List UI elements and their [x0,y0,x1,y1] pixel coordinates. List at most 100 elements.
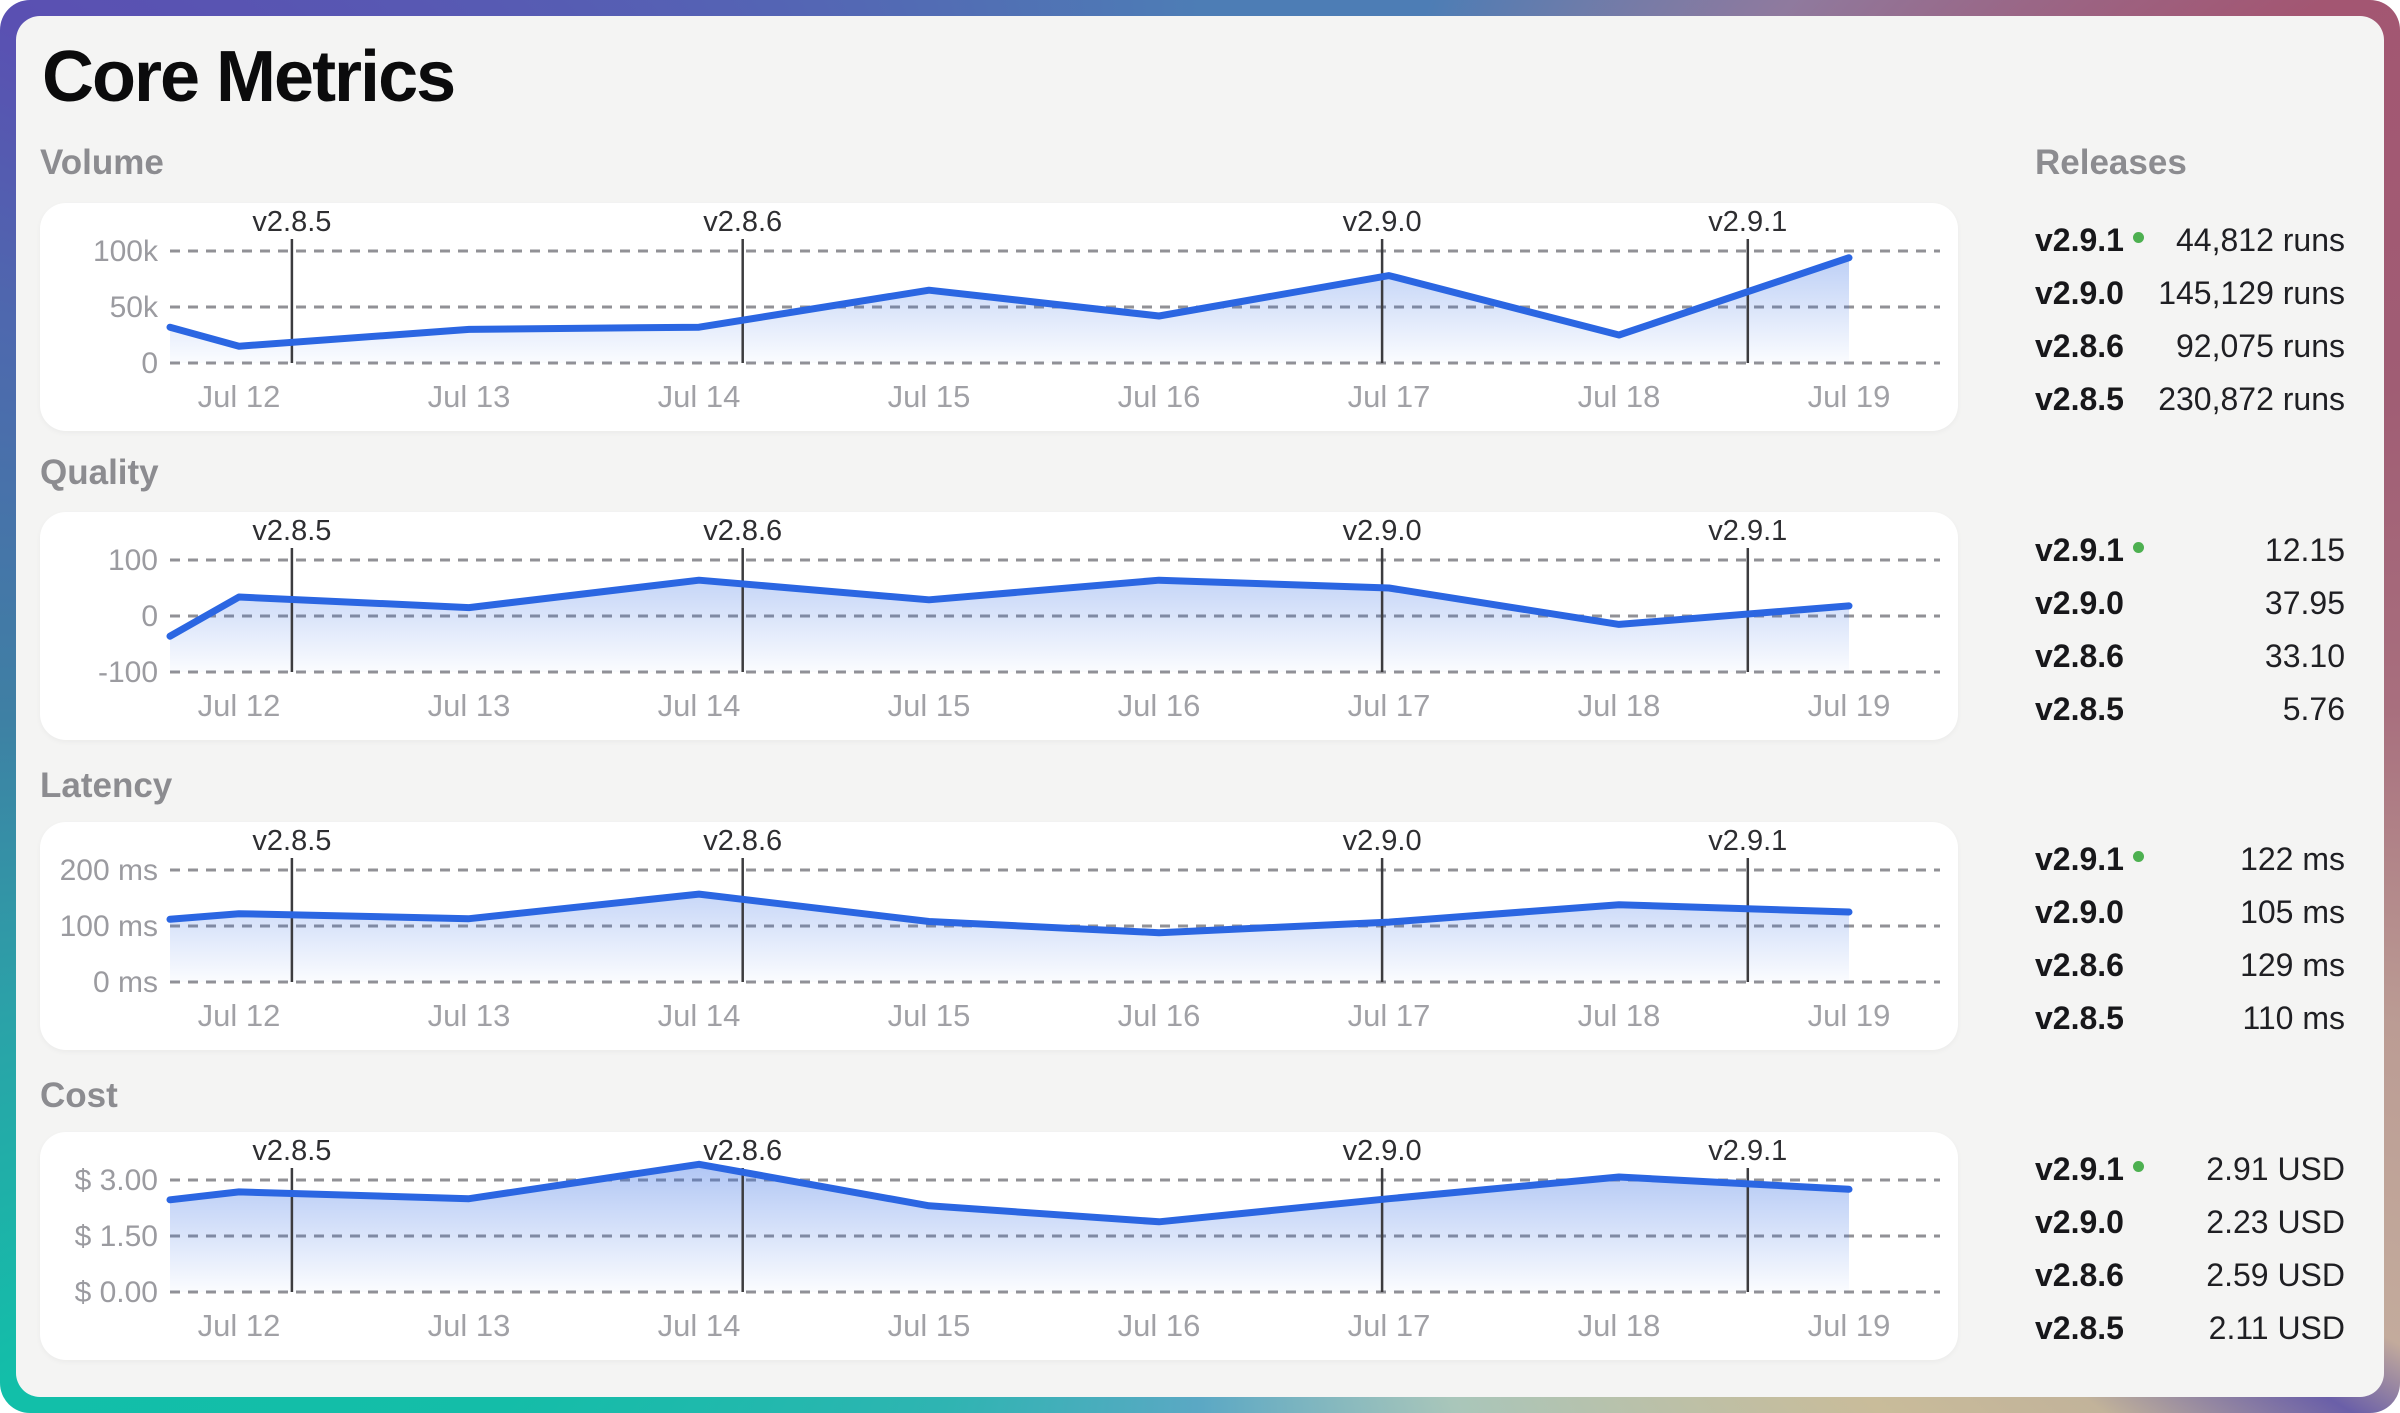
section-label-quality: Quality [40,453,159,492]
release-value: 2.11 USD [2208,1310,2345,1346]
quality-x-axis-labels: Jul 12 Jul 13 Jul 14 Jul 15 Jul 16 Jul 17 Jul … [198,688,1891,723]
release-row: v2.9.1 122 ms [2035,833,2345,886]
release-version: v2.8.6 [2035,638,2124,674]
release-value: 92,075 runs [2175,328,2345,364]
release-version: v2.9.0 [2035,585,2124,621]
svg-text:Jul 18: Jul 18 [1578,998,1661,1033]
cost-y-axis-labels: $ 3.00 $ 1.50 $ 0.00 [75,1164,158,1309]
latency-area-fill [170,894,1849,982]
svg-text:Jul 19: Jul 19 [1808,379,1891,414]
svg-text:Jul 19: Jul 19 [1808,688,1891,723]
release-group-quality: v2.9.1 12.15 v2.9.0 37.95 v2.8.6 33.10 v2.8.5 5… [2035,524,2345,736]
current-release-dot-icon [2132,851,2144,862]
svg-text:Jul 17: Jul 17 [1348,998,1431,1033]
svg-text:Jul 19: Jul 19 [1808,1308,1891,1343]
svg-text:200 ms: 200 ms [60,854,158,887]
svg-text:v2.8.5: v2.8.5 [252,515,331,547]
release-version: v2.9.1 [2035,1151,2144,1188]
svg-text:Jul 12: Jul 12 [198,1308,281,1343]
current-release-dot-icon [2132,232,2144,243]
release-value: 5.76 [2282,691,2345,727]
cost-chart-card: $ 3.00 $ 1.50 $ 0.00 v2.8.5 v2.8.6 v2.9.0 v2.9… [40,1132,1958,1360]
release-version: v2.9.1 [2035,222,2144,259]
release-version: v2.8.6 [2035,947,2124,983]
svg-text:Jul 15: Jul 15 [888,688,971,723]
svg-text:v2.9.1: v2.9.1 [1708,1135,1787,1167]
release-value: 122 ms [2240,841,2345,877]
svg-text:-100: -100 [98,656,158,689]
cost-x-axis-labels: Jul 12 Jul 13 Jul 14 Jul 15 Jul 16 Jul 17 Jul … [198,1308,1891,1343]
svg-text:Jul 19: Jul 19 [1808,998,1891,1033]
latency-x-axis-labels: Jul 12 Jul 13 Jul 14 Jul 15 Jul 16 Jul 17 Jul … [198,998,1891,1033]
volume-x-axis-labels: Jul 12 Jul 13 Jul 14 Jul 15 Jul 16 Jul 17 Jul … [198,379,1891,414]
svg-text:Jul 13: Jul 13 [428,998,511,1033]
releases-header: Releases [2035,143,2187,182]
release-value: 145,129 runs [2158,275,2345,311]
cost-area-fill [170,1164,1849,1292]
svg-text:Jul 14: Jul 14 [658,379,741,414]
release-value: 105 ms [2240,894,2345,930]
release-version: v2.8.6 [2035,328,2124,364]
volume-area-fill [170,257,1849,363]
svg-text:Jul 15: Jul 15 [888,379,971,414]
release-value: 12.15 [2264,532,2345,568]
latency-release-markers: v2.8.5 v2.8.6 v2.9.0 v2.9.1 [252,825,1787,982]
svg-text:$ 1.50: $ 1.50 [75,1220,158,1253]
release-row: v2.9.1 2.91 USD [2035,1143,2345,1196]
release-group-volume: v2.9.1 44,812 runs v2.9.0 145,129 runs v2.8.… [2035,214,2345,426]
release-version: v2.8.5 [2035,1310,2124,1346]
svg-text:v2.8.5: v2.8.5 [252,206,331,238]
svg-text:Jul 13: Jul 13 [428,379,511,414]
release-group-latency: v2.9.1 122 ms v2.9.0 105 ms v2.8.6 129 ms v2.8… [2035,833,2345,1045]
release-version: v2.8.5 [2035,691,2124,727]
release-row: v2.9.0 105 ms [2035,886,2345,939]
release-row: v2.9.0 145,129 runs [2035,267,2345,320]
svg-text:Jul 14: Jul 14 [658,688,741,723]
svg-text:v2.9.0: v2.9.0 [1343,206,1422,238]
svg-text:0 ms: 0 ms [93,966,158,999]
release-value: 129 ms [2240,947,2345,983]
svg-text:100 ms: 100 ms [60,910,158,943]
quality-metric-line [166,576,1853,640]
svg-text:Jul 17: Jul 17 [1348,1308,1431,1343]
release-value: 44,812 runs [2175,222,2345,258]
svg-text:0: 0 [141,600,158,633]
release-version: v2.8.6 [2035,1257,2124,1293]
svg-text:100k: 100k [93,235,159,268]
release-group-cost: v2.9.1 2.91 USD v2.9.0 2.23 USD v2.8.6 2.59 U… [2035,1143,2345,1355]
release-row: v2.9.1 12.15 [2035,524,2345,577]
release-value: 230,872 runs [2158,381,2345,417]
svg-text:Jul 14: Jul 14 [658,998,741,1033]
svg-text:v2.8.6: v2.8.6 [703,206,782,238]
quality-y-axis-labels: 100 0 -100 [98,544,158,689]
latency-chart-card: 200 ms 100 ms 0 ms v2.8.5 v2.8.6 v2.9.0 v2.9.1… [40,822,1958,1050]
svg-text:v2.8.5: v2.8.5 [252,1135,331,1167]
release-version: v2.9.0 [2035,894,2124,930]
svg-text:Jul 18: Jul 18 [1578,379,1661,414]
quality-area-fill [170,580,1849,672]
release-version: v2.9.1 [2035,841,2144,878]
release-row: v2.9.1 44,812 runs [2035,214,2345,267]
svg-text:Jul 18: Jul 18 [1578,1308,1661,1343]
release-row: v2.8.6 92,075 runs [2035,320,2345,373]
release-value: 33.10 [2264,638,2345,674]
release-value: 37.95 [2264,585,2345,621]
quality-release-markers: v2.8.5 v2.8.6 v2.9.0 v2.9.1 [252,515,1787,672]
svg-text:v2.9.1: v2.9.1 [1708,825,1787,857]
section-label-cost: Cost [40,1076,118,1115]
latency-y-axis-labels: 200 ms 100 ms 0 ms [60,854,158,999]
section-label-latency: Latency [40,766,173,805]
svg-text:Jul 16: Jul 16 [1118,1308,1201,1343]
page-title: Core Metrics [42,37,456,117]
svg-text:Jul 18: Jul 18 [1578,688,1661,723]
current-release-dot-icon [2132,1161,2144,1172]
svg-text:v2.9.0: v2.9.0 [1343,825,1422,857]
release-version: v2.9.1 [2035,532,2144,569]
release-value: 2.59 USD [2206,1257,2345,1293]
cost-metric-line [166,1160,1853,1226]
svg-text:Jul 13: Jul 13 [428,688,511,723]
current-release-dot-icon [2132,542,2144,553]
svg-text:100: 100 [108,544,158,577]
